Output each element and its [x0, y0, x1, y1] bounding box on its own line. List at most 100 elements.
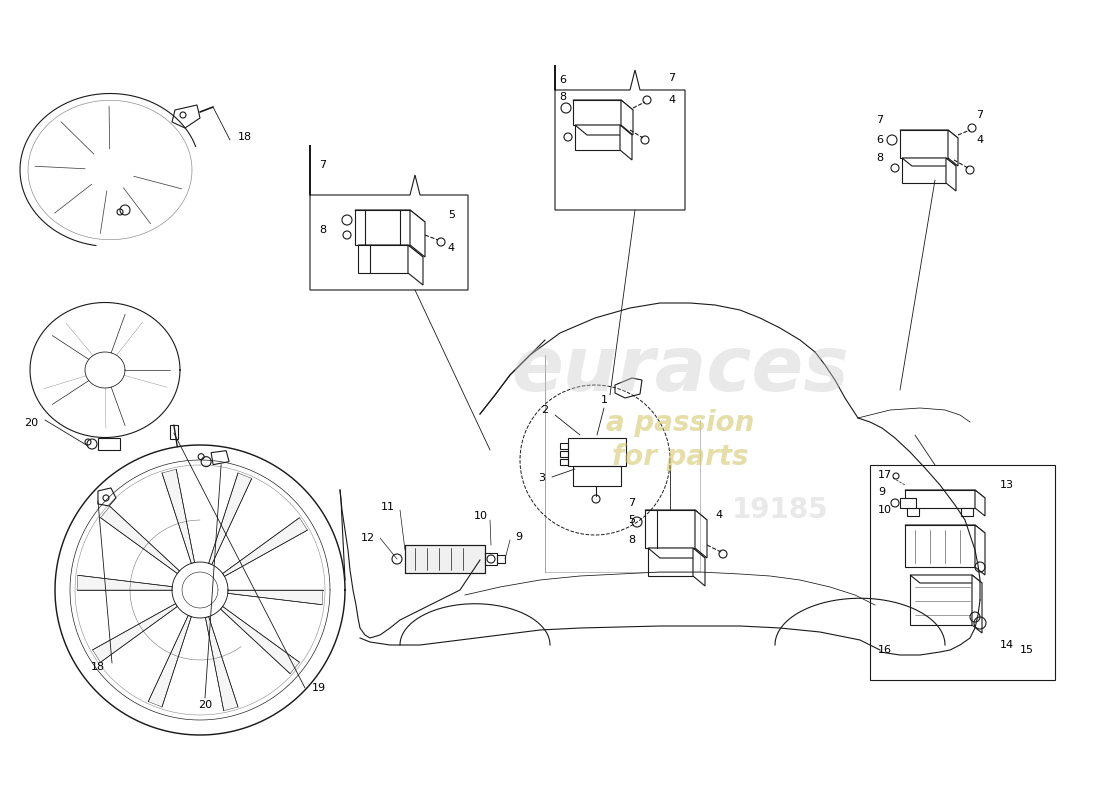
Bar: [573, 466, 622, 486]
Text: 4: 4: [669, 95, 675, 105]
Polygon shape: [648, 548, 705, 558]
Text: 9: 9: [515, 532, 522, 542]
Text: 5: 5: [628, 515, 635, 525]
Polygon shape: [900, 130, 958, 138]
Text: 18: 18: [238, 132, 252, 142]
Text: 3: 3: [538, 473, 544, 483]
Polygon shape: [575, 125, 632, 135]
Bar: [560, 443, 568, 449]
Text: 1: 1: [601, 395, 607, 405]
Polygon shape: [693, 548, 705, 586]
Text: 2: 2: [541, 405, 548, 415]
Bar: [169, 425, 178, 439]
Polygon shape: [575, 125, 620, 150]
Polygon shape: [948, 130, 958, 166]
Polygon shape: [620, 125, 632, 160]
Text: 8: 8: [628, 535, 635, 545]
Bar: [405, 545, 485, 573]
Polygon shape: [972, 575, 982, 633]
Text: 18: 18: [91, 662, 104, 672]
Text: 14: 14: [1000, 640, 1014, 650]
Text: 12: 12: [361, 533, 375, 543]
Text: 4: 4: [977, 135, 983, 145]
Polygon shape: [900, 130, 948, 158]
Text: 16: 16: [878, 645, 892, 655]
Polygon shape: [172, 105, 200, 128]
Polygon shape: [621, 100, 632, 135]
Text: 8: 8: [877, 153, 883, 163]
Text: 7: 7: [977, 110, 983, 120]
Bar: [497, 555, 505, 563]
Polygon shape: [220, 606, 299, 674]
Text: euraces: euraces: [512, 333, 849, 407]
Polygon shape: [902, 158, 956, 166]
Text: 7: 7: [669, 73, 675, 83]
Polygon shape: [209, 473, 252, 565]
Polygon shape: [410, 210, 425, 257]
Text: 6: 6: [560, 75, 566, 85]
Bar: [560, 459, 568, 465]
Polygon shape: [162, 470, 195, 563]
Polygon shape: [408, 245, 424, 285]
Text: 11: 11: [381, 502, 395, 512]
Bar: [908, 508, 918, 516]
Polygon shape: [905, 490, 975, 508]
Polygon shape: [222, 518, 307, 576]
Polygon shape: [228, 590, 323, 605]
Polygon shape: [902, 158, 946, 183]
Text: 4: 4: [448, 243, 455, 253]
Text: 19: 19: [312, 683, 326, 693]
Text: 8: 8: [319, 225, 327, 235]
Text: 19185: 19185: [732, 496, 828, 524]
Text: 8: 8: [560, 92, 566, 102]
Polygon shape: [615, 378, 642, 398]
Text: 6: 6: [877, 135, 883, 145]
Bar: [900, 498, 916, 508]
Text: 15: 15: [1020, 645, 1034, 655]
Polygon shape: [92, 604, 177, 662]
Text: 7: 7: [628, 498, 635, 508]
Polygon shape: [355, 210, 410, 245]
Text: 20: 20: [24, 418, 38, 428]
Text: 7: 7: [319, 160, 327, 170]
Polygon shape: [358, 245, 424, 257]
Polygon shape: [77, 575, 173, 590]
Polygon shape: [211, 450, 229, 465]
Polygon shape: [148, 615, 191, 707]
Polygon shape: [100, 506, 179, 574]
Text: 10: 10: [474, 511, 488, 521]
Bar: [560, 451, 568, 457]
Text: 20: 20: [198, 700, 212, 710]
Polygon shape: [573, 100, 632, 110]
Polygon shape: [573, 100, 622, 125]
Text: 9: 9: [878, 487, 886, 497]
Polygon shape: [905, 525, 975, 567]
Polygon shape: [910, 575, 982, 583]
Text: 5: 5: [448, 210, 455, 220]
Polygon shape: [645, 510, 707, 520]
Polygon shape: [648, 548, 693, 576]
Polygon shape: [910, 575, 972, 625]
Bar: [568, 438, 626, 466]
Polygon shape: [975, 490, 984, 516]
Polygon shape: [358, 245, 408, 273]
Bar: [405, 545, 485, 573]
Polygon shape: [975, 525, 984, 575]
Polygon shape: [206, 617, 238, 710]
Text: 7: 7: [877, 115, 883, 125]
Text: a passion
for parts: a passion for parts: [606, 409, 755, 471]
Polygon shape: [946, 158, 956, 191]
Text: 4: 4: [715, 510, 722, 520]
Text: 17: 17: [878, 470, 892, 480]
Bar: [961, 508, 974, 516]
Text: 13: 13: [1000, 480, 1014, 490]
Polygon shape: [905, 490, 984, 498]
Bar: [485, 553, 497, 565]
Polygon shape: [905, 525, 984, 533]
Polygon shape: [695, 510, 707, 558]
Polygon shape: [645, 510, 695, 548]
Bar: [98, 438, 120, 450]
Polygon shape: [355, 210, 425, 222]
Text: 10: 10: [878, 505, 892, 515]
Polygon shape: [98, 488, 116, 506]
